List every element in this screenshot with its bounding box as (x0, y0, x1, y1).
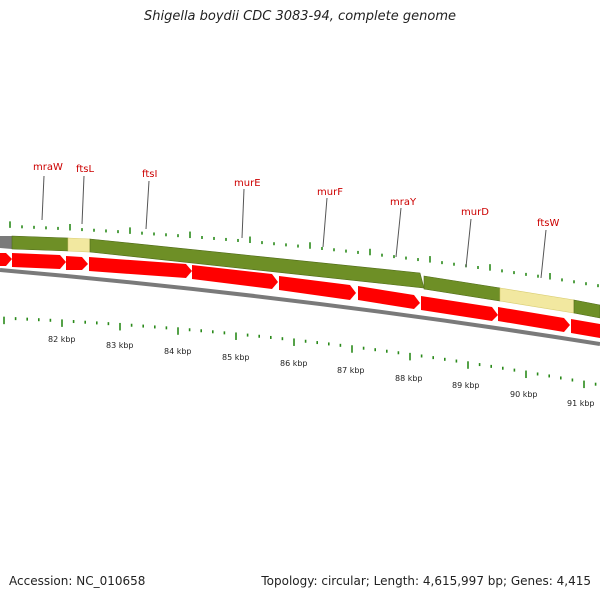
scale-tick-marks (3, 316, 597, 389)
gene-block-mraW[interactable] (11, 235, 69, 252)
gene-label-murF[interactable]: murF (317, 187, 343, 198)
gene-block-ftsL[interactable] (67, 237, 91, 253)
kbp-label: 89 kbp (452, 381, 480, 390)
leader-mraY (395, 207, 402, 258)
cds-arrow[interactable] (421, 296, 498, 321)
kbp-label: 82 kbp (48, 335, 76, 344)
gene-label-murD[interactable]: murD (461, 207, 489, 218)
leader-ftsW (540, 229, 547, 279)
cds-arrow[interactable] (12, 253, 66, 269)
leader-murF (322, 197, 328, 248)
leader-murE (241, 188, 245, 239)
cds-arrow[interactable] (192, 265, 278, 289)
cds-arrow[interactable] (279, 276, 356, 300)
summary-text: Topology: circular; Length: 4,615,997 bp… (261, 574, 591, 588)
map-title: Shigella boydii CDC 3083-94, complete ge… (143, 9, 457, 24)
leader-murD (465, 218, 472, 268)
accession-text: Accession: NC_010658 (9, 574, 146, 588)
kbp-label: 88 kbp (395, 374, 423, 383)
leader-ftsI (145, 180, 150, 230)
gene-label-ftsL[interactable]: ftsL (76, 164, 94, 175)
cds-arrow[interactable] (66, 256, 88, 270)
cds-arrow[interactable] (358, 286, 420, 309)
gene-label-mraW[interactable]: mraW (33, 162, 63, 173)
kbp-label: 87 kbp (337, 366, 365, 375)
gene-label-ftsI[interactable]: ftsI (142, 169, 157, 180)
kbp-label: 91 kbp (567, 399, 595, 408)
outer-tick-marks (9, 221, 599, 288)
gene-label-murE[interactable]: murE (234, 178, 261, 189)
genome-backbone (0, 268, 600, 346)
cds-arrow[interactable] (498, 307, 570, 332)
cds-arrows (0, 253, 600, 338)
cds-arrow[interactable] (571, 319, 600, 338)
gene-label-mraY[interactable]: mraY (390, 197, 417, 208)
kbp-label: 83 kbp (106, 341, 134, 350)
gene-band-dark-left (0, 236, 12, 249)
kbp-label: 84 kbp (164, 347, 192, 356)
kbp-label: 86 kbp (280, 359, 308, 368)
cds-arrow[interactable] (89, 257, 192, 278)
gene-block-right[interactable] (573, 299, 600, 319)
kbp-label: 85 kbp (222, 353, 250, 362)
cds-arrow[interactable] (0, 253, 12, 266)
gene-leaders (41, 175, 547, 279)
leader-ftsL (81, 175, 85, 225)
leader-mraW (41, 175, 45, 221)
kbp-labels: 82 kbp 83 kbp 84 kbp 85 kbp 86 kbp 87 kb… (48, 335, 595, 408)
gene-labels: mraW ftsL ftsI murE murF mraY murD ftsW (33, 162, 559, 229)
gene-band (0, 235, 600, 319)
gene-block-murD[interactable] (423, 275, 501, 302)
gene-label-ftsW[interactable]: ftsW (537, 218, 559, 229)
kbp-label: 90 kbp (510, 390, 538, 399)
